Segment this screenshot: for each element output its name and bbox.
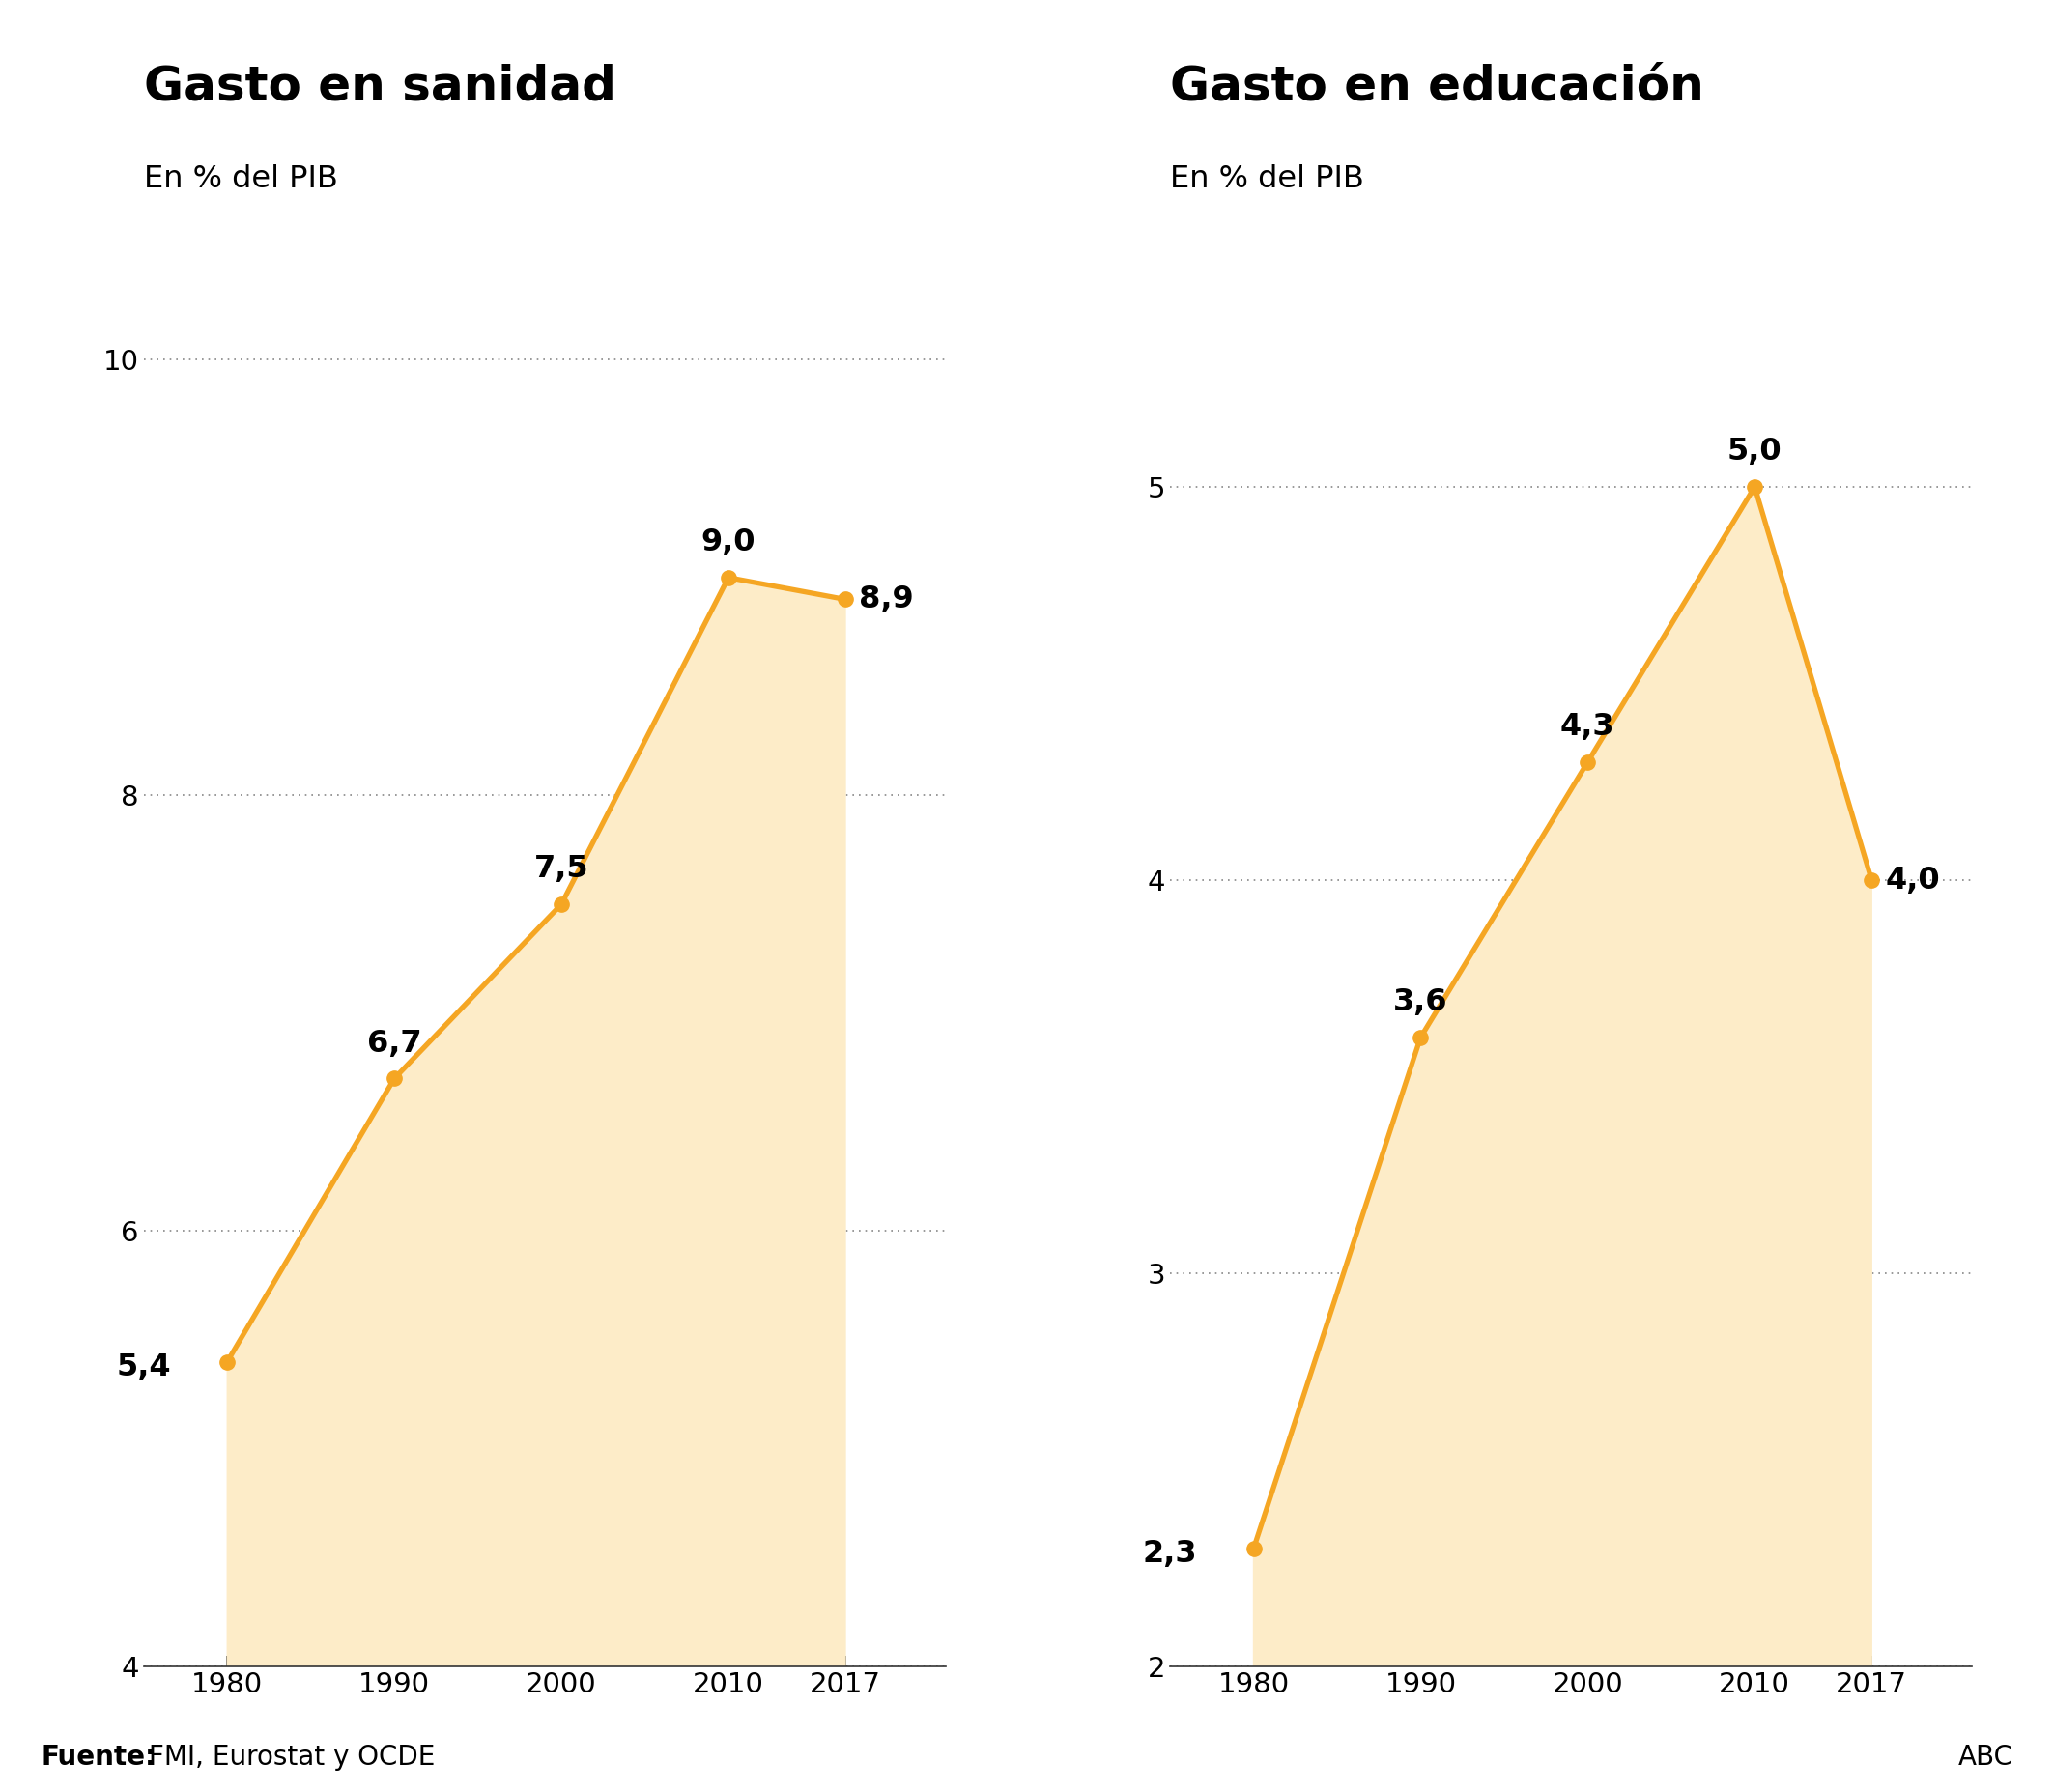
Text: En % del PIB: En % del PIB [144, 165, 337, 194]
Text: 8,9: 8,9 [859, 584, 914, 615]
Text: 4,3: 4,3 [1561, 711, 1614, 742]
Text: 2,3: 2,3 [1142, 1539, 1197, 1570]
Text: 7,5: 7,5 [534, 855, 589, 883]
Text: 5,0: 5,0 [1727, 437, 1783, 466]
Text: 6,7: 6,7 [368, 1029, 421, 1059]
Text: 9,0: 9,0 [700, 527, 756, 557]
Text: 3,6: 3,6 [1393, 987, 1448, 1018]
Text: 4,0: 4,0 [1886, 866, 1939, 894]
Text: Gasto en educación: Gasto en educación [1171, 63, 1705, 109]
Polygon shape [1253, 487, 1871, 1667]
Polygon shape [228, 577, 846, 1667]
Text: En % del PIB: En % del PIB [1171, 165, 1364, 194]
Text: Fuente:: Fuente: [41, 1744, 156, 1770]
Text: ABC: ABC [1957, 1744, 2013, 1770]
Text: FMI, Eurostat y OCDE: FMI, Eurostat y OCDE [140, 1744, 435, 1770]
Text: 5,4: 5,4 [117, 1351, 170, 1382]
Text: Gasto en sanidad: Gasto en sanidad [144, 63, 616, 109]
